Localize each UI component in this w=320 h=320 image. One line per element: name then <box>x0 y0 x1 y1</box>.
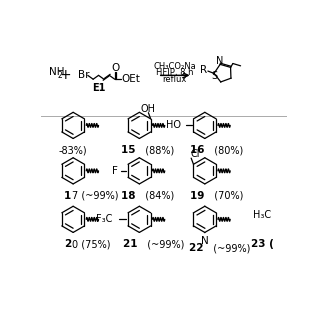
Text: HFIP, 8 h: HFIP, 8 h <box>156 68 194 77</box>
Text: N: N <box>201 236 209 246</box>
Text: CH₃CO₂Na: CH₃CO₂Na <box>153 62 196 71</box>
Text: 22: 22 <box>189 243 207 253</box>
Text: 0 (75%): 0 (75%) <box>72 239 111 249</box>
Text: (~99%): (~99%) <box>207 243 251 253</box>
Text: (84%): (84%) <box>140 191 175 201</box>
Text: 15: 15 <box>121 145 140 156</box>
Text: F₃C: F₃C <box>96 214 112 224</box>
Text: Br: Br <box>78 70 89 80</box>
Text: reflux: reflux <box>163 75 187 84</box>
Text: 1: 1 <box>64 191 71 201</box>
Text: E1: E1 <box>92 83 105 93</box>
Text: 21: 21 <box>123 239 141 249</box>
Text: (70%): (70%) <box>208 191 243 201</box>
Text: 2: 2 <box>58 71 62 80</box>
Text: R: R <box>200 65 207 75</box>
Text: OEt: OEt <box>121 74 140 84</box>
Text: Cl: Cl <box>190 149 200 159</box>
Text: +: + <box>60 68 71 82</box>
Text: (~99%): (~99%) <box>141 239 184 249</box>
Text: OH: OH <box>141 104 156 114</box>
Text: 2: 2 <box>64 239 71 249</box>
Text: H₃C: H₃C <box>253 211 272 220</box>
Text: S: S <box>212 71 218 82</box>
Text: F: F <box>112 166 118 176</box>
Text: HO: HO <box>166 120 181 131</box>
Text: 19: 19 <box>190 191 208 201</box>
Text: N: N <box>216 56 223 66</box>
Text: 23 (: 23 ( <box>251 239 274 249</box>
Text: NH: NH <box>49 67 64 77</box>
Text: -83%): -83%) <box>58 145 87 156</box>
Text: 16: 16 <box>190 145 208 156</box>
Text: 7 (~99%): 7 (~99%) <box>72 191 119 201</box>
Text: (88%): (88%) <box>140 145 175 156</box>
Text: O: O <box>111 63 120 73</box>
Text: 18: 18 <box>121 191 140 201</box>
Text: (80%): (80%) <box>208 145 243 156</box>
